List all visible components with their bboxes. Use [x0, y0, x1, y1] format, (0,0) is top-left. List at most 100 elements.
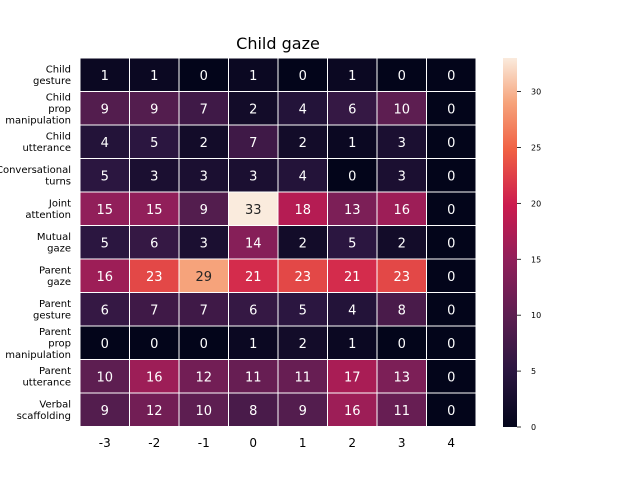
- cell-value: 1: [249, 337, 257, 352]
- heatmap-cell: [178, 258, 229, 293]
- cell-value: 18: [294, 203, 311, 218]
- column-label: 4: [447, 436, 455, 450]
- colorbar-tick-label: 25: [531, 143, 541, 152]
- cell-value: 2: [249, 102, 257, 117]
- cell-value: 3: [398, 169, 406, 184]
- heatmap-cell: [228, 124, 279, 159]
- cell-value: 6: [150, 236, 158, 251]
- cell-value: 0: [447, 270, 455, 285]
- heatmap-cell: [327, 57, 378, 92]
- cell-value: 1: [348, 136, 356, 151]
- cell-value: 16: [393, 203, 410, 218]
- heatmap-cell: [129, 325, 180, 360]
- heatmap-cell: [228, 191, 279, 226]
- cell-value: 23: [146, 270, 163, 285]
- cell-value: 9: [101, 102, 109, 117]
- heatmap-cell: [376, 225, 427, 260]
- heatmap-cell: [228, 392, 279, 427]
- colorbar-tick-label: 20: [531, 199, 541, 208]
- heatmap-cell: [327, 225, 378, 260]
- heatmap-cell: [327, 325, 378, 360]
- row-label: Parent gaze: [39, 266, 71, 289]
- heatmap-cell: [178, 325, 229, 360]
- heatmap-cell: [426, 258, 477, 293]
- cell-value: 8: [249, 404, 257, 419]
- heatmap-cell: [426, 359, 477, 394]
- cell-value: 9: [299, 404, 307, 419]
- colorbar-tick-label: 0: [531, 423, 536, 432]
- cell-value: 0: [447, 69, 455, 84]
- heatmap-cell: [79, 57, 130, 92]
- cell-value: 0: [398, 69, 406, 84]
- cell-value: 3: [200, 236, 208, 251]
- row-label: Child gesture: [33, 65, 71, 88]
- cell-value: 0: [200, 69, 208, 84]
- cell-value: 4: [299, 102, 307, 117]
- row-label: Child utterance: [22, 132, 71, 155]
- row-label: Parent prop manipulation: [5, 327, 71, 361]
- cell-value: 16: [146, 370, 163, 385]
- heatmap-cell: [426, 225, 477, 260]
- cell-value: 0: [447, 370, 455, 385]
- cell-value: 0: [101, 337, 109, 352]
- cell-value: 4: [299, 169, 307, 184]
- heatmap-cell: [277, 158, 328, 193]
- colorbar-tick-label: 5: [531, 367, 536, 376]
- cell-value: 14: [245, 236, 262, 251]
- cell-value: 3: [200, 169, 208, 184]
- cell-value: 13: [344, 203, 361, 218]
- cell-value: 0: [447, 236, 455, 251]
- cell-value: 6: [348, 102, 356, 117]
- cell-value: 3: [150, 169, 158, 184]
- cell-value: 0: [348, 169, 356, 184]
- row-label: Parent gesture: [33, 299, 71, 322]
- heatmap-cell: [277, 124, 328, 159]
- cell-value: 5: [299, 303, 307, 318]
- heatmap-cell: [129, 91, 180, 126]
- cell-value: 4: [348, 303, 356, 318]
- heatmap-cell: [426, 392, 477, 427]
- cell-value: 0: [447, 303, 455, 318]
- heatmap-cell: [376, 392, 427, 427]
- cell-value: 13: [393, 370, 410, 385]
- row-label: Conversational turns: [0, 165, 71, 188]
- cell-value: 12: [195, 370, 212, 385]
- heatmap-cell: [228, 158, 279, 193]
- cell-value: 2: [299, 136, 307, 151]
- heatmap-cell: [426, 91, 477, 126]
- heatmap-cell: [277, 258, 328, 293]
- heatmap-cell: [79, 392, 130, 427]
- heatmap-cell: [277, 359, 328, 394]
- heatmap-cell: [376, 359, 427, 394]
- row-label: Verbal scaffolding: [17, 400, 71, 423]
- cell-value: 2: [299, 236, 307, 251]
- heatmap-cell: [178, 392, 229, 427]
- cell-value: 0: [447, 102, 455, 117]
- heatmap-cell: [178, 359, 229, 394]
- cell-value: 5: [101, 236, 109, 251]
- column-label: 3: [398, 436, 406, 450]
- heatmap-cell: [327, 392, 378, 427]
- colorbar-tick-label: 15: [531, 255, 541, 264]
- cell-value: 11: [294, 370, 311, 385]
- colorbar: 0 5 10 15 20 25 30: [503, 58, 541, 432]
- heatmap-cell: [129, 225, 180, 260]
- heatmap-cell: [79, 359, 130, 394]
- heatmap-cell: [129, 359, 180, 394]
- cell-value: 21: [245, 270, 262, 285]
- cell-value: 0: [447, 404, 455, 419]
- cell-value: 4: [101, 136, 109, 151]
- cell-value: 7: [150, 303, 158, 318]
- heatmap-cell: [129, 258, 180, 293]
- cell-value: 9: [101, 404, 109, 419]
- column-label: -1: [198, 436, 210, 450]
- cell-value: 0: [299, 69, 307, 84]
- cell-value: 11: [245, 370, 262, 385]
- heatmap-cell: [129, 57, 180, 92]
- heatmap-cell: [228, 359, 279, 394]
- cell-value: 0: [447, 203, 455, 218]
- cell-value: 2: [200, 136, 208, 151]
- heatmap-cell: [426, 124, 477, 159]
- heatmap-cell: [327, 124, 378, 159]
